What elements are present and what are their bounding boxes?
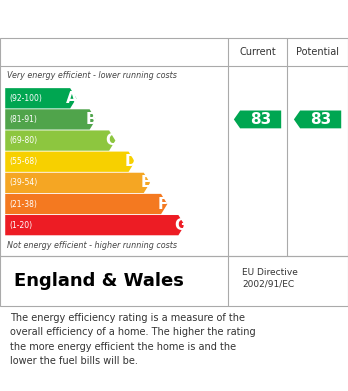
Polygon shape [5, 215, 185, 235]
Text: Current: Current [239, 47, 276, 57]
Text: E: E [141, 175, 151, 190]
Text: (21-38): (21-38) [9, 199, 37, 208]
Text: The energy efficiency rating is a measure of the
overall efficiency of a home. T: The energy efficiency rating is a measur… [10, 313, 256, 366]
Text: England & Wales: England & Wales [14, 272, 184, 290]
Text: Very energy efficient - lower running costs: Very energy efficient - lower running co… [7, 70, 177, 79]
Text: (1-20): (1-20) [9, 221, 32, 230]
Text: (39-54): (39-54) [9, 178, 38, 187]
Text: (92-100): (92-100) [9, 94, 42, 103]
Text: 83: 83 [250, 112, 271, 127]
Polygon shape [5, 131, 116, 151]
Text: EU Directive
2002/91/EC: EU Directive 2002/91/EC [242, 268, 298, 289]
Text: (69-80): (69-80) [9, 136, 38, 145]
Text: C: C [106, 133, 117, 148]
Polygon shape [294, 111, 341, 128]
Text: Potential: Potential [296, 47, 339, 57]
Text: G: G [174, 218, 187, 233]
Text: A: A [66, 91, 78, 106]
Text: Not energy efficient - higher running costs: Not energy efficient - higher running co… [7, 240, 177, 249]
Text: 83: 83 [310, 112, 331, 127]
Polygon shape [5, 194, 167, 214]
Text: (81-91): (81-91) [9, 115, 37, 124]
Text: F: F [158, 197, 168, 212]
Text: D: D [124, 154, 137, 169]
Text: B: B [86, 112, 97, 127]
Text: Energy Efficiency Rating: Energy Efficiency Rating [10, 10, 239, 28]
Polygon shape [234, 111, 281, 128]
Polygon shape [5, 152, 135, 172]
Polygon shape [5, 109, 96, 129]
Polygon shape [5, 173, 150, 193]
Text: (55-68): (55-68) [9, 157, 38, 166]
Polygon shape [5, 88, 77, 108]
